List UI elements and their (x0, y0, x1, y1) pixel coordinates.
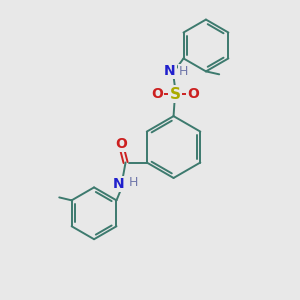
Text: S: S (169, 87, 181, 102)
Text: H: H (128, 176, 138, 189)
Text: O: O (115, 137, 127, 151)
Text: N: N (112, 177, 124, 191)
Text: O: O (151, 87, 163, 101)
Text: N: N (164, 64, 176, 78)
Text: H: H (178, 64, 188, 78)
Text: O: O (187, 87, 199, 101)
